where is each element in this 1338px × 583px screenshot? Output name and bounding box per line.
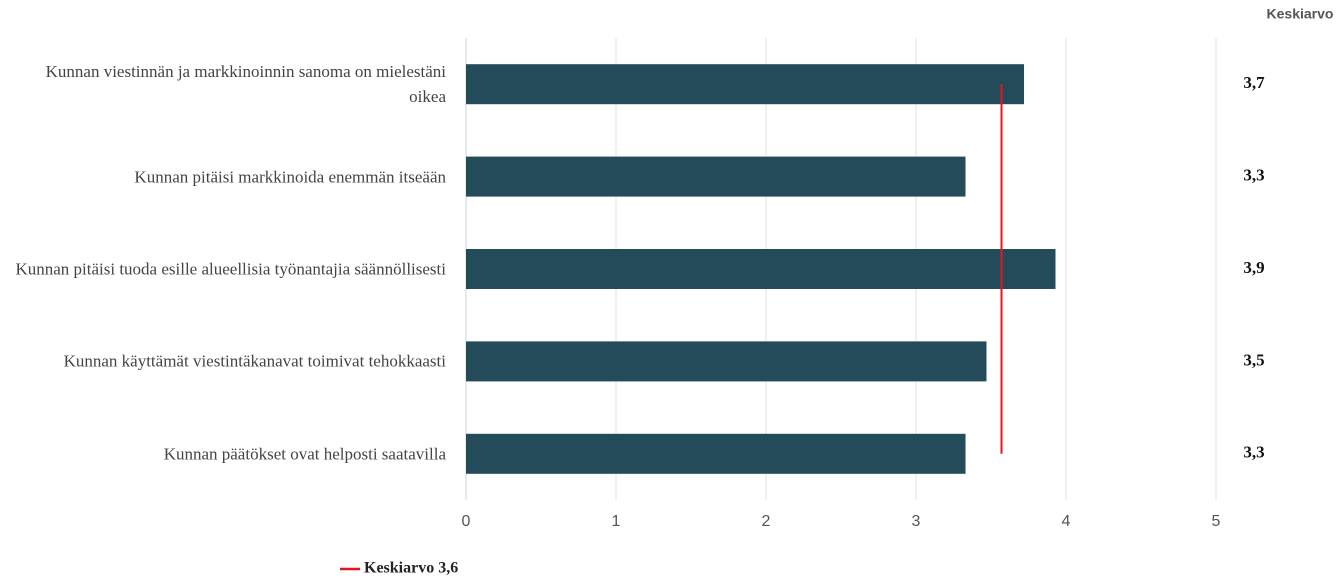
category-label: Kunnan viestinnän ja markkinoinnin sanom… bbox=[45, 62, 446, 107]
value-label: 3,3 bbox=[1243, 166, 1264, 185]
value-label: 3,5 bbox=[1243, 350, 1264, 369]
x-tick-label: 1 bbox=[612, 513, 621, 530]
value-label: 3,7 bbox=[1243, 73, 1265, 92]
bar bbox=[466, 64, 1024, 105]
x-tick-label: 3 bbox=[912, 513, 921, 530]
bar bbox=[466, 249, 1056, 289]
x-tick-label: 4 bbox=[1062, 513, 1071, 530]
bar bbox=[466, 156, 966, 197]
category-label: Kunnan pitäisi tuoda esille alueellisia … bbox=[15, 259, 446, 279]
bar bbox=[466, 433, 966, 474]
value-label: 3,3 bbox=[1243, 443, 1264, 462]
x-tick-label: 5 bbox=[1212, 513, 1221, 530]
legend-label: Keskiarvo 3,6 bbox=[364, 560, 458, 577]
category-label: Kunnan pitäisi markkinoida enemmän itseä… bbox=[134, 167, 446, 187]
value-label: 3,9 bbox=[1243, 258, 1264, 277]
category-label: Kunnan käyttämät viestintäkanavat toimiv… bbox=[63, 351, 446, 371]
category-label: Kunnan päätökset ovat helposti saatavill… bbox=[163, 444, 446, 464]
bar bbox=[466, 341, 987, 382]
x-tick-label: 2 bbox=[762, 513, 771, 530]
x-tick-label: 0 bbox=[462, 513, 471, 530]
value-column-header: Keskiarvo bbox=[1267, 6, 1334, 22]
